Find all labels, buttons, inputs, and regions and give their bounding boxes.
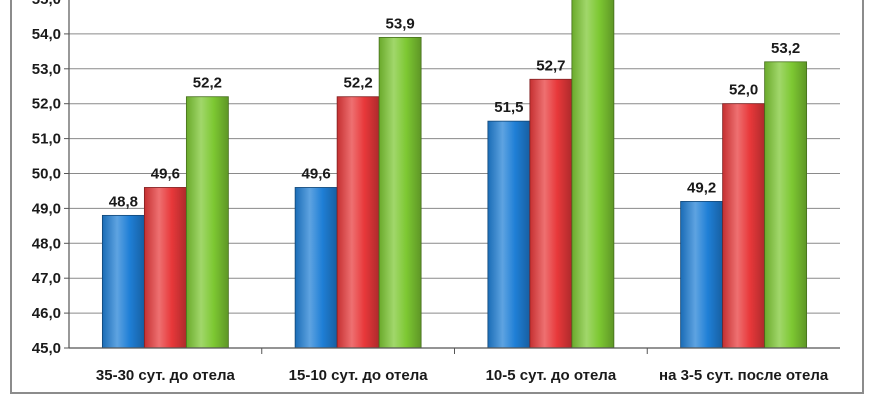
y-tick-label: 51,0: [32, 131, 61, 148]
bar: [101, 214, 145, 349]
bar: [487, 120, 531, 349]
bar: [764, 61, 808, 349]
data-label: 52,2: [344, 75, 373, 92]
data-label: 51,5: [494, 99, 523, 116]
y-tick-label: 47,0: [32, 270, 61, 287]
y-tick-label: 45,0: [32, 340, 61, 357]
data-label: 49,2: [687, 179, 716, 196]
data-label: 48,8: [109, 193, 138, 210]
y-tick-label: 55,0: [32, 0, 61, 8]
bar: [571, 0, 615, 349]
data-label: 49,6: [302, 165, 331, 182]
y-tick-label: 48,0: [32, 235, 61, 252]
category-label: 10-5 сут. до отела: [486, 367, 617, 384]
axes: 45,0 46,0 47,0 48,0 49,0 50,0 51,0 52,0 53,0 54,0…: [32, 0, 840, 357]
y-tick-label: 46,0: [32, 305, 61, 322]
bar: [529, 78, 573, 349]
data-label: 49,6: [151, 165, 180, 182]
y-tick-label: 54,0: [32, 26, 61, 43]
y-tick-label: 52,0: [32, 96, 61, 113]
bar: [294, 187, 338, 349]
bar: [143, 187, 187, 349]
bar: [680, 201, 724, 349]
data-label: 53,9: [386, 15, 415, 32]
data-label: 52,7: [536, 57, 565, 74]
labels: 48,8 49,6 52,2 35-30 сут. до отела 49,6 52,2 5…: [96, 15, 829, 384]
category-label: на 3-5 сут. после отела: [659, 367, 829, 384]
category-label: 35-30 сут. до отела: [96, 367, 236, 384]
chart-border: [10, 0, 864, 394]
data-label: 53,2: [771, 40, 800, 57]
y-tick-label: 49,0: [32, 200, 61, 217]
data-label: 52,2: [193, 75, 222, 92]
data-label: 52,0: [729, 82, 758, 99]
y-tick-label: 50,0: [32, 166, 61, 183]
bar: [378, 36, 422, 349]
bar: [185, 96, 229, 349]
category-label: 15-10 сут. до отела: [289, 367, 429, 384]
bar: [722, 103, 766, 349]
bar: [336, 96, 380, 349]
y-tick-label: 53,0: [32, 61, 61, 78]
